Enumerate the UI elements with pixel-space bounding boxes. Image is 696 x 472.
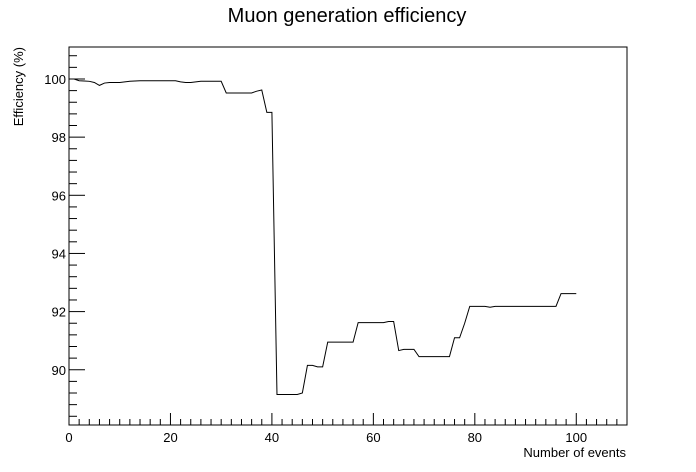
x-tick-label: 100 [565, 430, 587, 445]
y-tick-label: 100 [44, 72, 66, 87]
y-tick-label: 98 [52, 130, 66, 145]
x-tick-label: 80 [468, 430, 482, 445]
y-tick-label: 96 [52, 188, 66, 203]
chart-title: Muon generation efficiency [228, 5, 467, 27]
plot-frame [68, 46, 628, 426]
y-tick-label: 90 [52, 363, 66, 378]
x-tick-label: 0 [65, 430, 72, 445]
y-axis-label: Efficiency (%) [11, 47, 26, 126]
series-line [69, 78, 577, 395]
x-tick-label: 60 [366, 430, 380, 445]
y-axis-ticks: 90 92 94 96 98 100 [44, 55, 85, 417]
series-layer [69, 78, 577, 395]
x-axis-label: Number of events [523, 445, 626, 460]
x-tick-label: 20 [163, 430, 177, 445]
y-tick-label: 92 [52, 305, 66, 320]
y-tick-label: 94 [52, 246, 66, 261]
x-axis-ticks: 0 20 40 60 80 100 [65, 413, 628, 445]
x-tick-label: 40 [265, 430, 279, 445]
